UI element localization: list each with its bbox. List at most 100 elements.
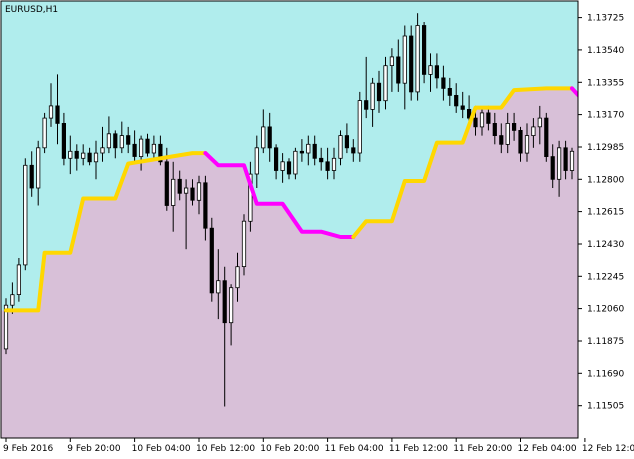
candle — [479, 109, 485, 136]
candle — [29, 151, 34, 197]
candle — [344, 123, 350, 154]
candle — [434, 53, 440, 89]
candle — [42, 112, 47, 154]
candle — [383, 56, 388, 110]
trend-line-segment — [4, 151, 208, 313]
y-tick-label: 1.12615 — [587, 208, 624, 218]
x-tick-label: 9 Feb 2016 — [3, 444, 54, 454]
y-tick-label: 1.11690 — [587, 369, 624, 379]
candle — [402, 25, 407, 110]
candle — [499, 123, 504, 154]
candle — [492, 112, 497, 145]
candle — [557, 140, 562, 197]
candle — [331, 147, 337, 180]
candle — [23, 158, 28, 271]
x-tick-label: 10 Feb 12:00 — [196, 444, 255, 454]
candle — [171, 161, 176, 232]
candle — [132, 130, 137, 162]
candle — [293, 147, 298, 180]
candle — [203, 175, 208, 241]
candle — [228, 284, 234, 346]
x-tick-label: 11 Feb 20:00 — [453, 444, 512, 454]
x-tick-label: 12 Feb 12:00 — [582, 444, 634, 454]
candle — [113, 130, 118, 159]
candle — [389, 48, 395, 92]
candle — [299, 139, 305, 162]
candle — [544, 112, 549, 162]
candle — [312, 135, 317, 166]
trend-line-layer — [4, 86, 578, 313]
candle — [48, 83, 54, 127]
candle — [183, 179, 189, 250]
candle — [190, 179, 195, 206]
y-tick-label: 1.13170 — [587, 111, 624, 121]
trend-line-segment — [351, 86, 574, 239]
candle — [460, 91, 465, 119]
candle — [235, 252, 240, 302]
candle — [93, 140, 99, 180]
symbol-label: EURUSD,H1 — [5, 5, 58, 15]
candle — [512, 112, 517, 141]
candle — [87, 147, 92, 166]
candle — [415, 13, 420, 101]
candle — [550, 144, 555, 188]
x-tick-label: 12 Feb 04:00 — [518, 444, 577, 454]
candle — [537, 105, 542, 145]
x-tick-label: 10 Feb 04:00 — [132, 444, 191, 454]
y-tick-label: 1.13540 — [587, 46, 624, 56]
candle — [222, 266, 227, 407]
candle — [119, 121, 124, 154]
candle — [569, 147, 575, 180]
candle — [409, 25, 414, 101]
candle — [36, 140, 41, 206]
candle — [396, 39, 401, 92]
candle — [447, 77, 452, 106]
candle — [151, 135, 156, 159]
plot-frame — [0, 0, 579, 439]
candle — [68, 135, 73, 175]
candle — [16, 258, 22, 302]
candle — [421, 22, 427, 84]
y-tick-label: 1.11505 — [587, 402, 624, 412]
candle — [254, 135, 259, 188]
x-axis: 9 Feb 2016 9 Feb 20:00 10 Feb 04:00 10 Feb … — [3, 438, 634, 454]
candle — [338, 130, 343, 166]
candle — [524, 123, 530, 162]
lower-band-fill — [1, 88, 578, 438]
candle — [351, 139, 356, 162]
x-tick-label: 10 Feb 20:00 — [260, 444, 319, 454]
candle — [241, 214, 247, 276]
candle — [376, 70, 382, 113]
candle — [306, 135, 311, 166]
y-tick-label: 1.12060 — [587, 305, 624, 315]
x-tick-label: 11 Feb 04:00 — [325, 444, 384, 454]
candle — [563, 140, 568, 180]
candle — [454, 83, 459, 113]
candle — [74, 144, 79, 171]
y-axis: 1.13725 1.13540 1.13355 1.13170 1.12985 1.128… — [578, 14, 624, 412]
candle — [55, 74, 60, 145]
candle — [486, 105, 491, 131]
candle — [280, 153, 285, 183]
candle — [518, 126, 523, 162]
candle — [364, 56, 369, 119]
candle — [3, 298, 9, 355]
y-tick-label: 1.12985 — [587, 143, 624, 153]
candle — [273, 144, 279, 180]
candle — [325, 147, 330, 180]
x-tick-label: 9 Feb 20:00 — [67, 444, 121, 454]
candle — [505, 112, 510, 154]
candle — [196, 175, 202, 215]
candle — [216, 249, 221, 320]
candle — [267, 112, 272, 162]
trend-line-segment — [203, 151, 356, 239]
y-tick-label: 1.13355 — [587, 78, 624, 88]
candle — [370, 77, 375, 127]
candle — [531, 118, 536, 148]
candle — [441, 65, 446, 101]
candle — [145, 133, 150, 157]
y-tick-label: 1.11875 — [587, 337, 624, 347]
candle — [81, 144, 86, 166]
candle — [261, 109, 266, 154]
